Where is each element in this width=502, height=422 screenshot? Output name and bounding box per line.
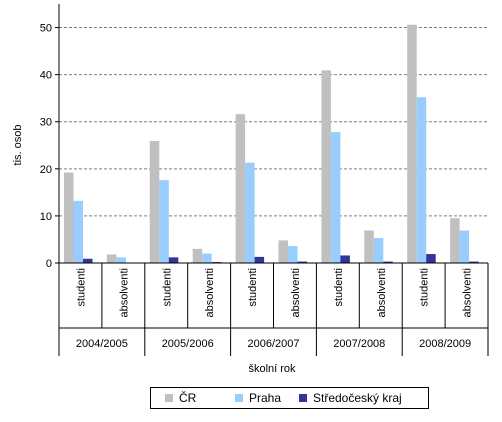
bar (416, 97, 427, 264)
bar (254, 256, 265, 263)
legend-label-stredocesky: Středočeský kraj (313, 391, 402, 405)
y-tick-label: 40 (40, 70, 52, 82)
y-axis-label: tis. osob (12, 125, 24, 166)
y-tick-label: 0 (46, 258, 52, 270)
x-subcategory-label: absolventi (376, 268, 388, 318)
bar (168, 257, 179, 263)
legend: ČR Praha Středočeský kraj (150, 387, 429, 409)
x-subcategory-label: absolventi (290, 268, 302, 318)
bar (116, 257, 126, 263)
bar (459, 230, 470, 263)
y-tick-label: 50 (40, 23, 52, 35)
x-group-label: 2006/2007 (248, 338, 300, 350)
bar (330, 132, 341, 263)
x-group-label: 2005/2006 (162, 338, 214, 350)
x-subcategory-label: absolventi (204, 268, 216, 318)
bar (278, 240, 288, 263)
bar (364, 230, 374, 263)
bar (64, 172, 74, 263)
bar (469, 261, 479, 263)
x-subcategory-label: studenti (75, 268, 87, 307)
legend-item-stredocesky: Středočeský kraj (299, 391, 402, 405)
legend-label-praha: Praha (249, 391, 282, 405)
legend-swatch-cr (165, 394, 173, 402)
x-axis-label: školní rok (248, 363, 296, 375)
x-group-labels: 2004/2005 2005/2006 2006/2007 2007/2008 2008… (76, 338, 471, 350)
bar (450, 218, 460, 263)
bar (192, 248, 203, 263)
legend-swatch-praha (235, 394, 243, 402)
y-tick-label: 20 (40, 164, 52, 176)
y-tick-label: 10 (40, 211, 52, 223)
legend-label-cr: ČR (179, 391, 197, 405)
bar (235, 114, 246, 264)
x-group-label: 2007/2008 (333, 338, 385, 350)
bar (321, 70, 331, 263)
x-subcategory-label: studenti (333, 268, 345, 307)
bar (297, 261, 307, 263)
axes (55, 4, 489, 356)
y-tick-label: 30 (40, 117, 52, 129)
bar (426, 254, 436, 263)
bar (202, 253, 212, 263)
x-subcategory-label: absolventi (462, 268, 474, 318)
bars (64, 24, 479, 264)
bar (245, 162, 255, 263)
x-group-label: 2004/2005 (76, 338, 128, 350)
bar (106, 254, 117, 263)
x-subcategory-label: studenti (419, 268, 431, 307)
legend-item-praha: Praha (235, 391, 281, 405)
bar (83, 258, 93, 263)
bar (73, 200, 83, 263)
bar (288, 246, 298, 263)
bar (340, 255, 350, 263)
legend-item-cr: ČR (165, 391, 196, 405)
legend-swatch-stredocesky (299, 394, 307, 402)
y-tick-labels: 0 10 20 30 40 50 (40, 23, 52, 270)
bar (149, 141, 160, 263)
x-group-label: 2008/2009 (419, 338, 471, 350)
x-subcategory-label: studenti (247, 268, 259, 307)
bar (159, 180, 169, 263)
x-subcategory-label: absolventi (118, 268, 130, 318)
bar (383, 261, 393, 263)
x-subcategory-label: studenti (161, 268, 173, 307)
bar (407, 24, 417, 263)
x-subcategory-labels: studenti absolventi studenti absolventi stud… (75, 268, 473, 318)
bar (373, 238, 384, 263)
